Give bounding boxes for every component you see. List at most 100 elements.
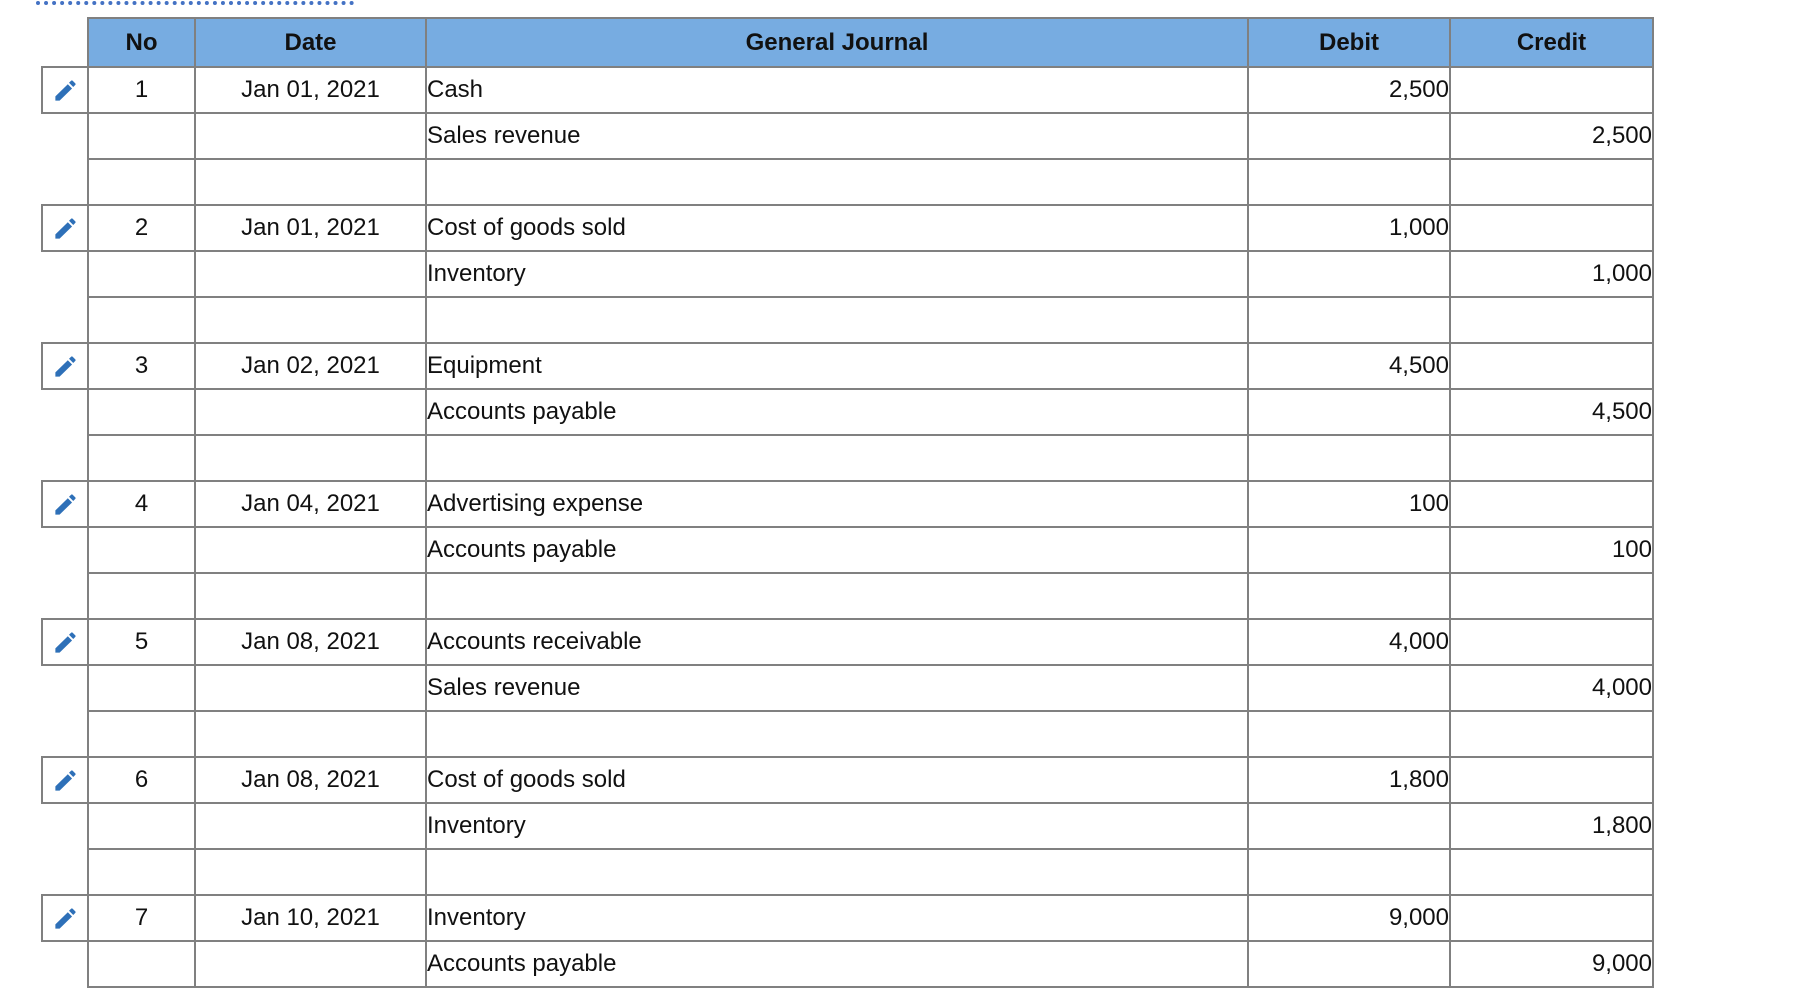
cell-debit-amount: 4,000: [1247, 618, 1451, 666]
edit-pencil-icon: [54, 217, 76, 239]
cell-credit-amount-empty: [1449, 342, 1654, 390]
cell-entry-date-empty: [194, 940, 427, 988]
cell-credit-amount: 4,000: [1449, 664, 1654, 712]
cell-spacer: [1449, 434, 1654, 482]
cell-debit-amount: 100: [1247, 480, 1451, 528]
cell-debit-account: Cash: [425, 66, 1249, 114]
cell-spacer: [1449, 848, 1654, 896]
cell-debit-amount: 2,500: [1247, 66, 1451, 114]
cell-entry-no: 5: [87, 618, 196, 666]
cell-spacer: [87, 572, 196, 620]
cell-spacer: [87, 434, 196, 482]
cell-spacer: [194, 434, 427, 482]
cell-debit-amount-empty: [1247, 526, 1451, 574]
edit-pencil-icon: [54, 631, 76, 653]
cell-entry-date-empty: [194, 388, 427, 436]
cell-entry-no-empty: [87, 250, 196, 298]
edit-entry-button[interactable]: [41, 618, 89, 666]
general-journal-table: No Date General Journal Debit Credit 1 Ja…: [87, 17, 1654, 988]
cell-spacer: [425, 158, 1249, 206]
spacer-row: [87, 710, 1654, 758]
cell-spacer: [1247, 848, 1451, 896]
cell-spacer: [194, 848, 427, 896]
cell-entry-date: Jan 08, 2021: [194, 618, 427, 666]
cell-spacer: [425, 710, 1249, 758]
spacer-row: [87, 158, 1654, 206]
cell-debit-amount-empty: [1247, 664, 1451, 712]
entry-debit-row: 5 Jan 08, 2021 Accounts receivable 4,000: [87, 618, 1654, 666]
column-header-no: No: [87, 17, 196, 68]
edit-entry-button[interactable]: [41, 894, 89, 942]
cell-spacer: [194, 572, 427, 620]
entry-debit-row: 4 Jan 04, 2021 Advertising expense 100: [87, 480, 1654, 528]
cell-debit-account: Cost of goods sold: [425, 204, 1249, 252]
edit-entry-button[interactable]: [41, 204, 89, 252]
cell-credit-amount: 1,000: [1449, 250, 1654, 298]
entry-credit-row: Accounts payable 4,500: [87, 388, 1654, 436]
spacer-row: [87, 572, 1654, 620]
cell-entry-date: Jan 10, 2021: [194, 894, 427, 942]
edit-entry-button[interactable]: [41, 756, 89, 804]
cell-entry-no: 4: [87, 480, 196, 528]
spacer-row: [87, 434, 1654, 482]
cell-debit-amount-empty: [1247, 802, 1451, 850]
cell-entry-date: Jan 01, 2021: [194, 204, 427, 252]
cell-entry-date: Jan 04, 2021: [194, 480, 427, 528]
cell-spacer: [194, 158, 427, 206]
cell-entry-no-empty: [87, 388, 196, 436]
entry-debit-row: 7 Jan 10, 2021 Inventory 9,000: [87, 894, 1654, 942]
cell-debit-amount-empty: [1247, 250, 1451, 298]
cell-credit-amount-empty: [1449, 894, 1654, 942]
cell-credit-account: Accounts payable: [425, 388, 1249, 436]
entry-debit-row: 2 Jan 01, 2021 Cost of goods sold 1,000: [87, 204, 1654, 252]
cell-debit-amount: 1,800: [1247, 756, 1451, 804]
cell-entry-no-empty: [87, 112, 196, 160]
cell-credit-amount: 2,500: [1449, 112, 1654, 160]
cell-spacer: [1449, 158, 1654, 206]
cell-debit-account: Accounts receivable: [425, 618, 1249, 666]
edit-entry-button[interactable]: [41, 66, 89, 114]
cell-entry-date: Jan 02, 2021: [194, 342, 427, 390]
table-header: No Date General Journal Debit Credit: [87, 17, 1654, 68]
cell-debit-account: Inventory: [425, 894, 1249, 942]
cell-entry-no-empty: [87, 526, 196, 574]
edit-entry-button[interactable]: [41, 342, 89, 390]
cell-debit-account: Equipment: [425, 342, 1249, 390]
cell-entry-no-empty: [87, 940, 196, 988]
spacer-row: [87, 848, 1654, 896]
cell-entry-no: 7: [87, 894, 196, 942]
cell-spacer: [87, 296, 196, 344]
edit-pencil-icon: [54, 493, 76, 515]
cell-credit-amount: 1,800: [1449, 802, 1654, 850]
cell-credit-account: Sales revenue: [425, 664, 1249, 712]
table-body: 1 Jan 01, 2021 Cash 2,500 Sales revenue 2,500…: [87, 66, 1654, 988]
cell-entry-date-empty: [194, 802, 427, 850]
column-header-debit: Debit: [1247, 17, 1451, 68]
cell-spacer: [425, 434, 1249, 482]
cell-spacer: [1247, 158, 1451, 206]
cell-debit-account: Advertising expense: [425, 480, 1249, 528]
edit-pencil-icon: [54, 907, 76, 929]
cell-entry-date-empty: [194, 526, 427, 574]
cell-spacer: [1449, 296, 1654, 344]
cell-credit-account: Sales revenue: [425, 112, 1249, 160]
cell-spacer: [1247, 572, 1451, 620]
entry-debit-row: 1 Jan 01, 2021 Cash 2,500: [87, 66, 1654, 114]
entry-debit-row: 3 Jan 02, 2021 Equipment 4,500: [87, 342, 1654, 390]
cell-spacer: [425, 848, 1249, 896]
entry-credit-row: Inventory 1,000: [87, 250, 1654, 298]
edit-pencil-icon: [54, 355, 76, 377]
cell-spacer: [1247, 296, 1451, 344]
cell-credit-amount-empty: [1449, 756, 1654, 804]
edit-entry-button[interactable]: [41, 480, 89, 528]
cell-entry-no: 1: [87, 66, 196, 114]
entry-credit-row: Accounts payable 9,000: [87, 940, 1654, 988]
cell-debit-amount-empty: [1247, 388, 1451, 436]
cell-credit-amount: 100: [1449, 526, 1654, 574]
column-header-credit: Credit: [1449, 17, 1654, 68]
cell-spacer: [87, 158, 196, 206]
edit-pencil-icon: [54, 769, 76, 791]
cell-spacer: [1449, 710, 1654, 758]
entry-credit-row: Inventory 1,800: [87, 802, 1654, 850]
cell-credit-amount-empty: [1449, 204, 1654, 252]
